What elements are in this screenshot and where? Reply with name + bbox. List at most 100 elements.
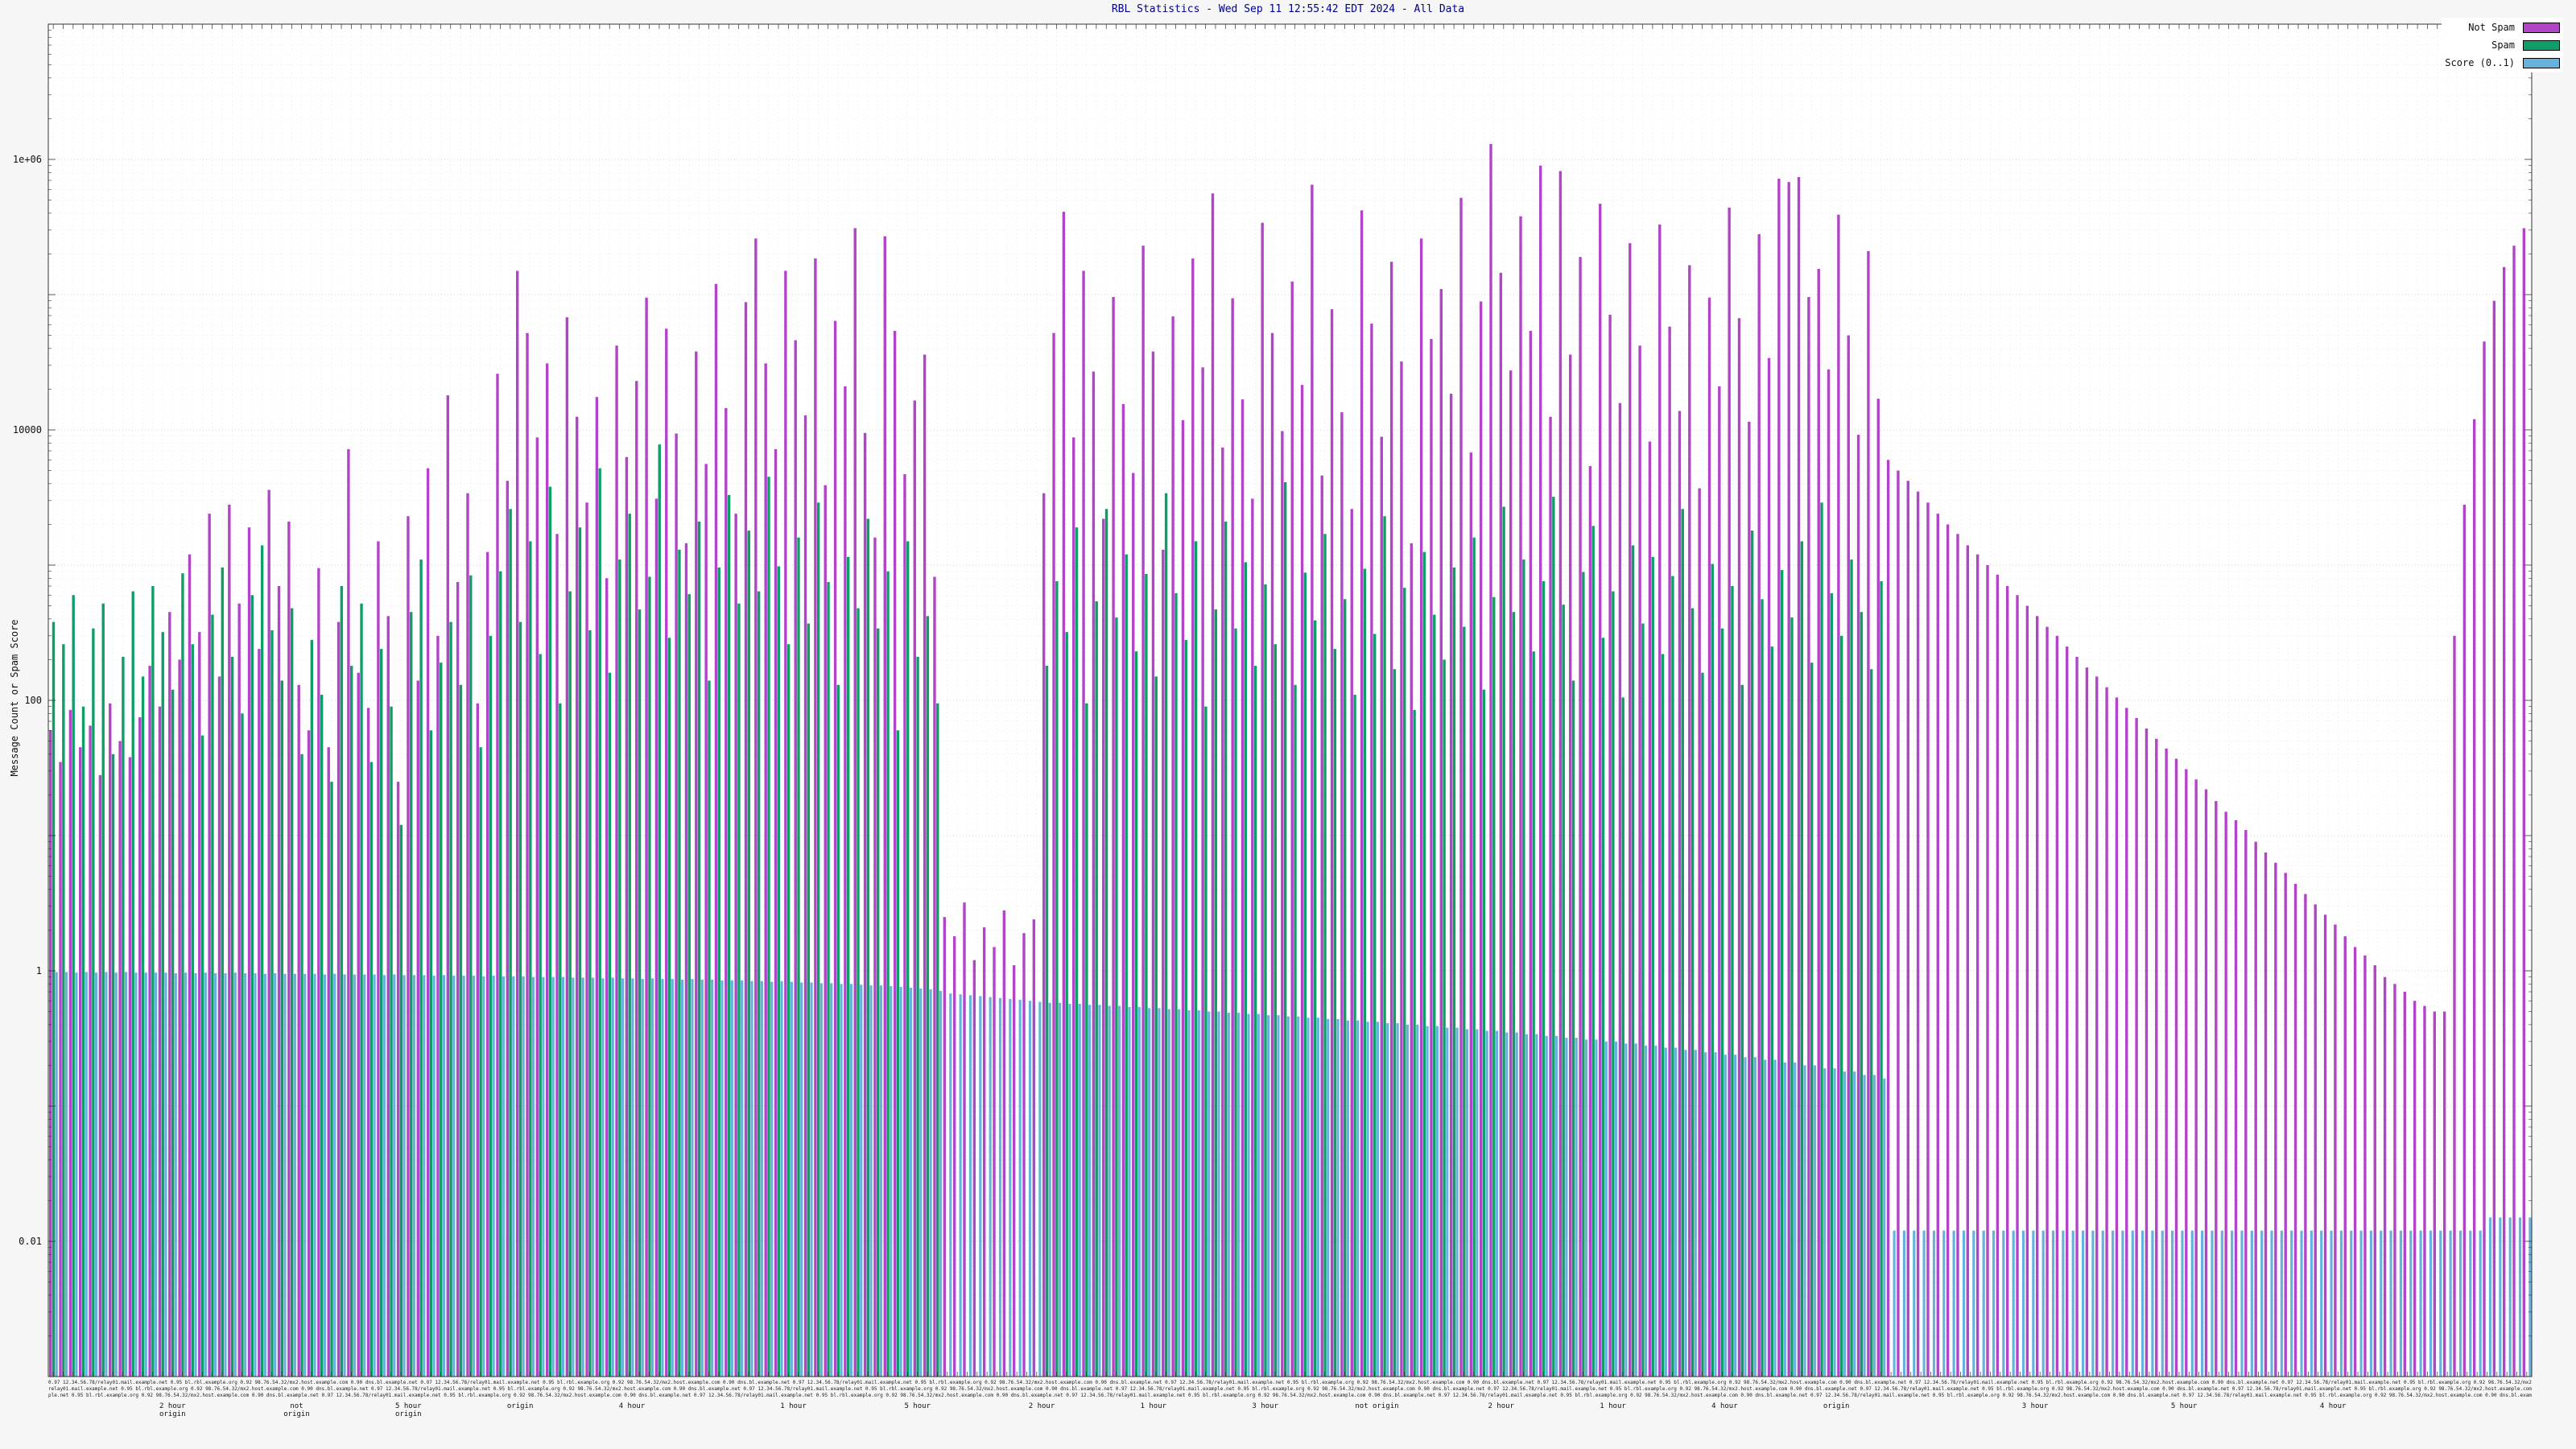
bar-not-spam	[645, 297, 648, 1377]
bar-spam	[747, 530, 750, 1377]
bar-spam	[936, 703, 939, 1377]
bar-spam	[310, 639, 314, 1377]
bar-not-spam	[2413, 1001, 2417, 1377]
bar-not-spam	[1062, 212, 1066, 1377]
bar-score	[333, 973, 336, 1377]
bar-spam	[52, 621, 56, 1377]
bar-spam	[1313, 620, 1317, 1377]
bar-score	[94, 972, 98, 1377]
bar-spam	[390, 706, 393, 1377]
bar-score	[720, 980, 724, 1377]
bar-spam	[1433, 614, 1436, 1377]
bar-score	[1376, 1022, 1380, 1377]
bar-score	[2211, 1230, 2214, 1377]
bar-spam	[1840, 635, 1843, 1377]
bar-spam	[847, 556, 850, 1377]
bar-score	[373, 974, 376, 1377]
bar-score	[661, 979, 664, 1377]
bar-not-spam	[2095, 676, 2099, 1377]
bar-not-spam	[1757, 233, 1761, 1377]
bar-score	[919, 988, 923, 1377]
bar-not-spam	[1906, 481, 1909, 1377]
bar-not-spam	[1966, 545, 1970, 1377]
bar-score	[214, 972, 217, 1377]
bar-score	[1714, 1052, 1717, 1377]
bar-score	[2181, 1230, 2184, 1377]
bar-score	[512, 976, 515, 1377]
bar-not-spam	[2492, 300, 2496, 1377]
bar-not-spam	[496, 374, 499, 1377]
bar-score	[313, 973, 316, 1377]
bar-not-spam	[1300, 385, 1304, 1377]
bar-score	[1078, 1004, 1081, 1377]
bar-score	[2419, 1230, 2422, 1377]
bar-score	[949, 993, 952, 1377]
ytick-label: 1	[36, 965, 42, 976]
bar-spam	[1333, 649, 1337, 1377]
bar-score	[1942, 1230, 1946, 1377]
bar-score	[890, 986, 893, 1377]
bar-spam	[1274, 644, 1278, 1377]
bar-score	[601, 978, 605, 1377]
bar-spam	[1145, 574, 1148, 1377]
bar-spam	[1552, 497, 1555, 1377]
bar-spam	[857, 608, 860, 1377]
bar-score	[283, 973, 287, 1377]
bar-spam	[1512, 612, 1516, 1377]
bar-not-spam	[853, 228, 857, 1377]
bar-spam	[717, 567, 720, 1377]
bar-not-spam	[2174, 758, 2178, 1377]
bar-spam	[1184, 639, 1187, 1377]
bar-spam	[1612, 591, 1615, 1377]
bar-spam	[816, 502, 820, 1377]
bar-not-spam	[476, 703, 480, 1377]
bar-spam	[667, 638, 671, 1377]
bar-spam	[111, 753, 115, 1377]
bar-spam	[1850, 559, 1853, 1377]
bar-score	[293, 973, 296, 1377]
bar-score	[2151, 1230, 2154, 1377]
bar-not-spam	[982, 927, 986, 1377]
bar-not-spam	[2125, 708, 2128, 1377]
bar-not-spam	[1718, 386, 1721, 1377]
bar-score	[1485, 1030, 1488, 1377]
bar-score	[2141, 1230, 2145, 1377]
bar-score	[1575, 1038, 1578, 1377]
bar-not-spam	[118, 741, 122, 1377]
bar-spam	[1134, 651, 1138, 1377]
bar-score	[1446, 1027, 1449, 1377]
bar-not-spam	[1529, 330, 1533, 1377]
bar-not-spam	[59, 762, 62, 1377]
bar-not-spam	[1410, 543, 1413, 1377]
bar-not-spam	[1290, 281, 1294, 1377]
bar-not-spam	[287, 521, 291, 1377]
bar-score	[879, 985, 883, 1377]
bar-score	[1515, 1032, 1518, 1377]
bar-not-spam	[972, 960, 976, 1377]
bar-spam	[926, 616, 930, 1377]
bar-score	[1018, 1000, 1022, 1377]
bar-spam	[399, 824, 403, 1377]
bar-not-spam	[2075, 656, 2079, 1377]
bar-spam	[568, 591, 572, 1377]
bar-not-spam	[68, 709, 72, 1377]
bar-score	[432, 976, 436, 1377]
bar-score	[1435, 1026, 1439, 1377]
bar-not-spam	[307, 730, 311, 1377]
bar-not-spam	[386, 616, 390, 1377]
bar-score	[244, 972, 247, 1377]
bar-not-spam	[1599, 204, 1602, 1377]
bar-score	[1366, 1022, 1369, 1377]
bar-not-spam	[863, 432, 867, 1377]
bar-not-spam	[2323, 914, 2327, 1377]
bar-not-spam	[2512, 246, 2516, 1377]
bar-not-spam	[2046, 626, 2049, 1377]
bar-not-spam	[228, 504, 231, 1377]
bar-score	[2389, 1230, 2392, 1377]
bar-not-spam	[2115, 697, 2119, 1377]
bar-not-spam	[1320, 475, 1323, 1377]
bar-spam	[1780, 570, 1784, 1377]
x-axis-group-label: not origin	[1355, 1402, 1399, 1410]
bar-score	[998, 997, 1002, 1377]
